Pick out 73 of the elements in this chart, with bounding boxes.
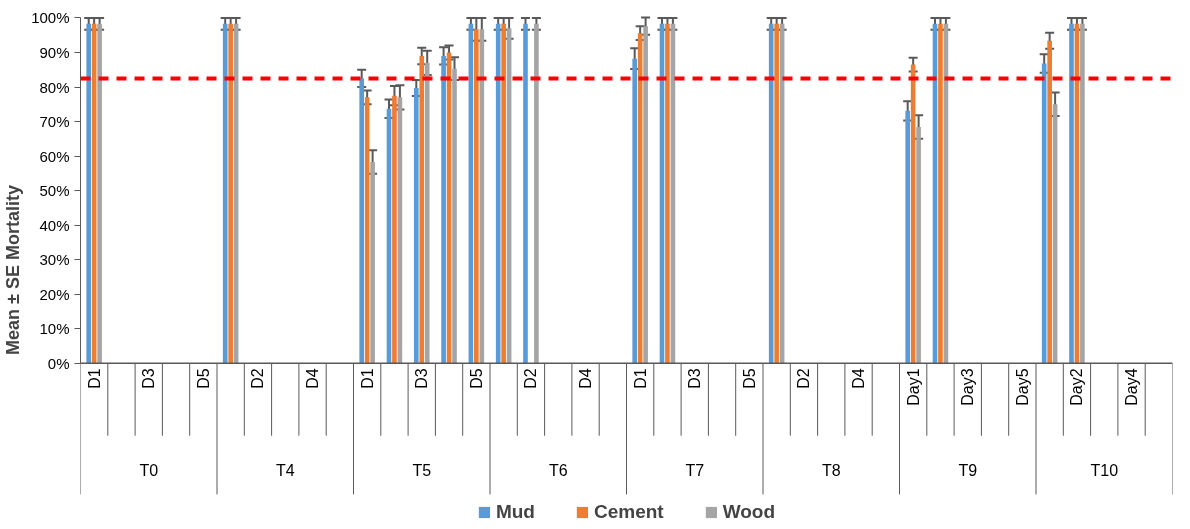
legend-label: Mud: [495, 501, 535, 523]
x-tick-label: D3: [686, 368, 704, 389]
x-tick-label: D5: [194, 368, 212, 389]
y-tick-label: 90%: [39, 43, 70, 61]
y-tick-label: 40%: [39, 216, 70, 234]
legend-label: Cement: [593, 501, 664, 523]
y-tick-label: 20%: [39, 285, 70, 303]
bar: [413, 88, 419, 364]
x-tick-label: D1: [85, 368, 103, 389]
y-tick-label: 30%: [39, 251, 70, 269]
bar: [228, 23, 233, 364]
text: T8: [821, 461, 841, 479]
y-axis-title: Mean ± SE Mortality: [3, 185, 24, 355]
x-tick-label: D5: [467, 368, 485, 389]
bar: [419, 55, 425, 364]
y-tick-label: 80%: [39, 78, 70, 96]
bar: [1041, 63, 1047, 364]
text: T10: [1090, 461, 1119, 479]
bar: [905, 110, 911, 364]
x-tick-label: D1: [358, 368, 376, 389]
bar: [534, 23, 539, 364]
x-tick-label: D2: [249, 368, 267, 389]
bar: [938, 23, 943, 364]
bar: [424, 62, 430, 364]
x-tick-label: D2: [795, 368, 813, 389]
x-tick-label: Day3: [959, 368, 977, 406]
bar: [1069, 23, 1074, 364]
text: T4: [275, 461, 295, 479]
text: T9: [958, 461, 978, 479]
bar: [222, 23, 228, 364]
bar: [501, 23, 506, 364]
bar: [452, 68, 457, 364]
bar: [1080, 23, 1085, 364]
x-tick-label: D4: [304, 368, 322, 389]
bar: [441, 55, 446, 364]
bar: [370, 161, 375, 364]
bar: [523, 23, 528, 364]
x-tick-label: D5: [740, 368, 758, 389]
x-tick-label: D4: [577, 368, 595, 389]
text: T0: [139, 461, 159, 479]
y-tick-label: 100%: [31, 9, 70, 27]
bar: [916, 127, 921, 364]
bar: [1047, 40, 1052, 364]
bar: [359, 78, 365, 364]
text: T5: [412, 461, 432, 479]
bar: [768, 23, 774, 364]
bar: [495, 23, 501, 364]
bar: [474, 29, 479, 364]
text: T7: [685, 461, 705, 479]
x-tick-label: D3: [413, 368, 431, 389]
bar: [643, 26, 648, 364]
x-tick-label: Day4: [1123, 368, 1141, 406]
bar: [479, 29, 485, 364]
x-tick-label: D2: [522, 368, 540, 389]
x-tick-label: D4: [850, 368, 868, 389]
bar: [665, 23, 670, 364]
bar: [632, 58, 638, 364]
legend-label: Wood: [722, 501, 776, 523]
y-tick-label: 60%: [39, 147, 70, 165]
y-tick-label: 0%: [47, 354, 70, 372]
y-tick-label: 50%: [39, 182, 70, 200]
text: T6: [548, 461, 568, 479]
x-tick-label: D1: [631, 368, 649, 389]
bar: [86, 23, 92, 364]
x-tick-label: Day5: [1013, 368, 1031, 406]
y-tick-label: 70%: [39, 113, 70, 131]
x-tick-label: D3: [140, 368, 158, 389]
x-tick-label: Day2: [1068, 368, 1086, 406]
bar: [774, 23, 779, 364]
bar: [97, 23, 102, 364]
bar: [392, 95, 397, 364]
y-tick-label: 10%: [39, 320, 70, 338]
x-tick-label: Day1: [904, 368, 922, 406]
